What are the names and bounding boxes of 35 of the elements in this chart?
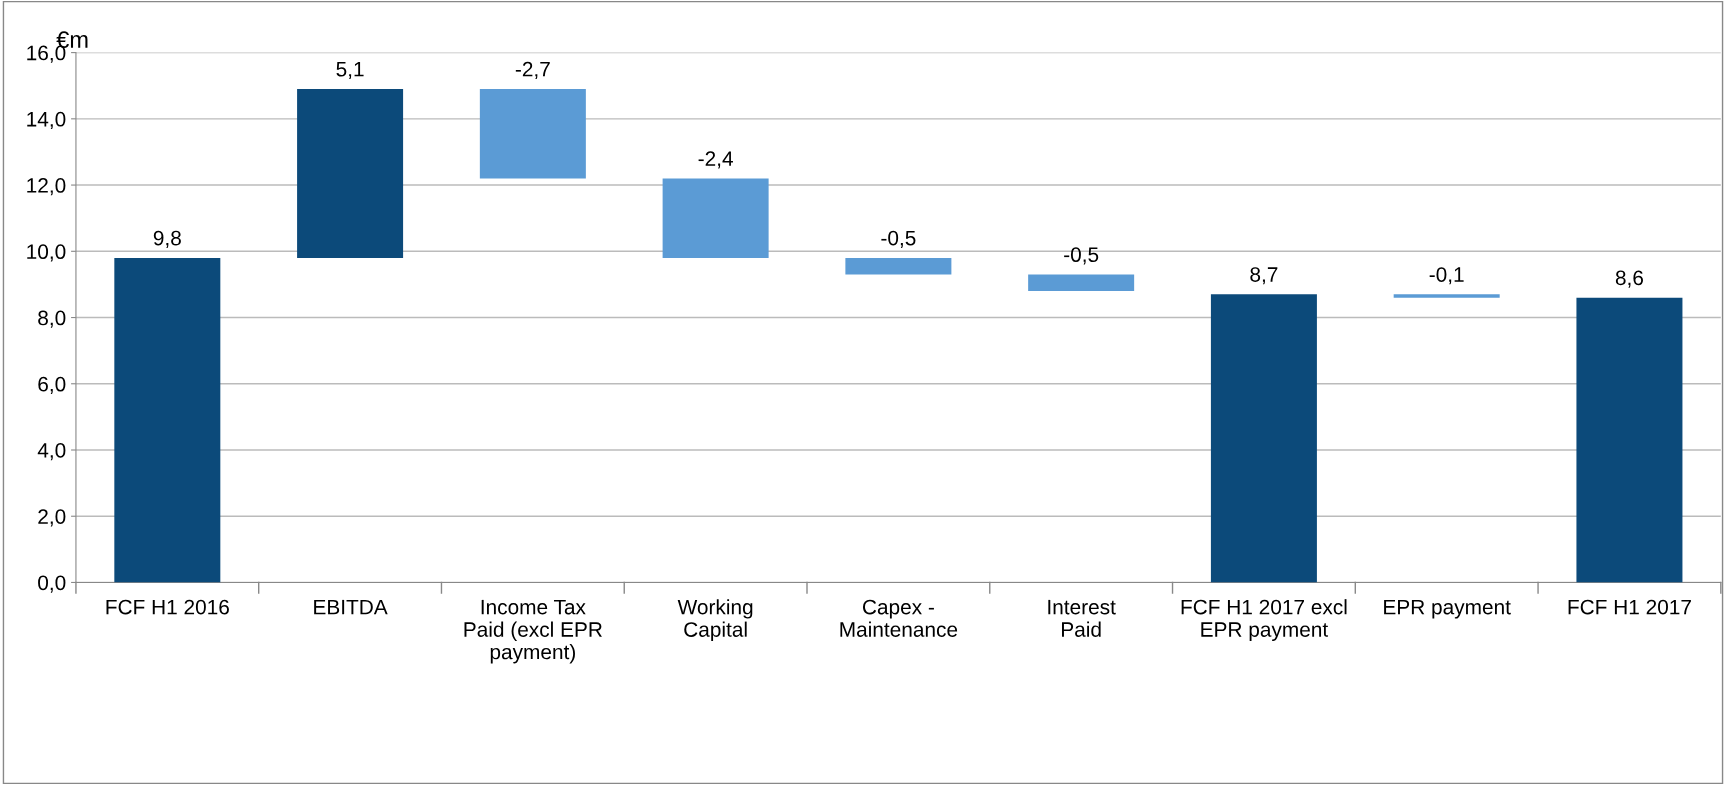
data-label: 5,1 <box>336 62 364 80</box>
data-label: -2,4 <box>698 151 733 169</box>
y-tick-label: 4,0 <box>37 443 66 461</box>
data-label: -0,5 <box>881 230 916 248</box>
y-tick-label: 8,0 <box>38 310 66 328</box>
x-tick-label: Capex - Maintenance <box>840 599 958 637</box>
data-label: 8,7 <box>1250 267 1278 285</box>
y-tick-label: 14,0 <box>27 111 66 130</box>
y-tick-label: 0,0 <box>38 575 66 593</box>
x-tick-label: FCF H1 2017 <box>1568 599 1691 615</box>
y-tick-label: 2,0 <box>38 509 66 527</box>
bar <box>1210 294 1317 583</box>
y-tick-label: 6,0 <box>38 376 66 394</box>
x-tick-label: FCF H1 2017 excl EPR payment <box>1181 599 1347 641</box>
bar <box>479 89 586 179</box>
x-tick-label: FCF H1 2016 <box>106 599 229 615</box>
bar <box>1576 297 1683 583</box>
x-tick-label: Income Tax Paid (excl EPR payment) <box>464 599 602 664</box>
bar <box>845 257 952 275</box>
data-label: -2,7 <box>515 61 550 80</box>
bar <box>1028 274 1135 292</box>
bar <box>662 178 769 258</box>
y-tick-label: 12,0 <box>27 178 66 196</box>
data-label: -0,5 <box>1064 247 1099 265</box>
data-label: -0,1 <box>1429 267 1464 285</box>
bar <box>1393 294 1500 298</box>
x-tick-label: EPR payment <box>1384 599 1511 619</box>
data-label: 9,8 <box>153 230 181 248</box>
x-tick-label: Working Capital <box>677 599 753 641</box>
data-label: 8,6 <box>1615 270 1644 288</box>
bar <box>297 89 404 258</box>
x-tick-label: EBITDA <box>314 599 388 615</box>
x-tick-label: Interest Paid <box>1048 599 1116 637</box>
bar <box>114 257 221 583</box>
y-tick-label: 10,0 <box>27 244 66 262</box>
